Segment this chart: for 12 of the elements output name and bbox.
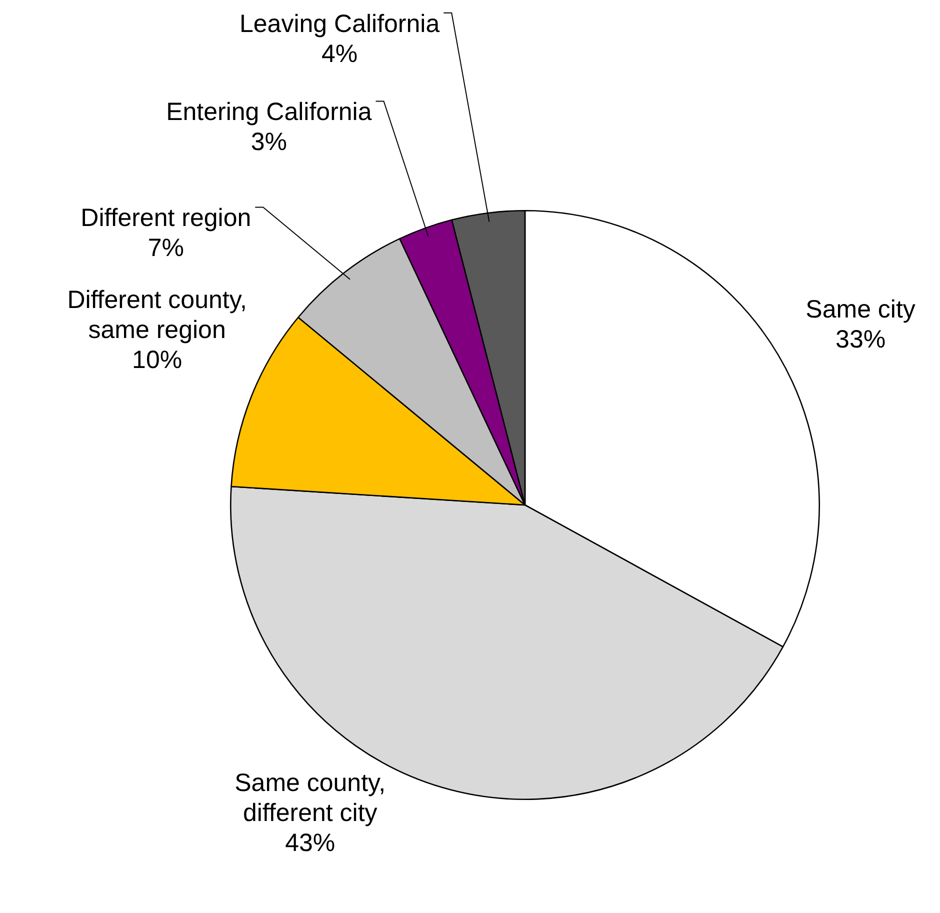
data-label: 3%: [250, 128, 287, 156]
data-label: 4%: [321, 40, 358, 68]
slice-label: Same city: [806, 295, 916, 324]
data-label: 43%: [285, 828, 336, 857]
data-label: 33%: [836, 325, 886, 354]
slice-label: Leaving California: [239, 10, 440, 38]
data-label: 7%: [148, 234, 184, 262]
slice-label: Entering California: [166, 98, 372, 126]
slice-label: Different county, same region: [67, 286, 247, 344]
data-label: 10%: [132, 346, 182, 374]
slice-label: Different region: [80, 204, 252, 232]
slice-label: Same county, different city: [234, 768, 386, 827]
